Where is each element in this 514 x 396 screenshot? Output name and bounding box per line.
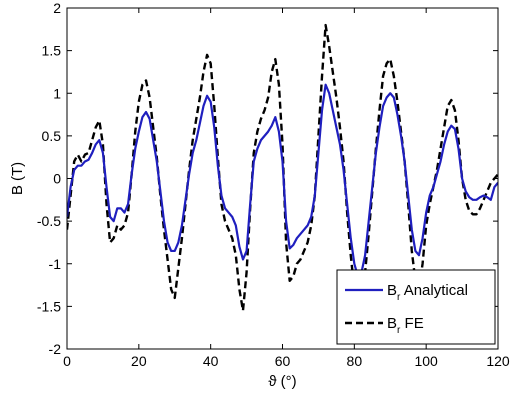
x-tick-label: 0 — [63, 353, 71, 369]
x-tick-label: 100 — [414, 353, 438, 369]
x-axis-label: ϑ (°) — [268, 373, 296, 390]
y-tick-label: 0.5 — [42, 128, 62, 144]
legend-box — [336, 269, 496, 345]
legend-label-subscript: r — [397, 292, 401, 303]
series-line-fe — [67, 23, 498, 312]
legend-label-rest: Analytical — [400, 282, 468, 299]
legend-label-analytical: Br Analytical — [387, 282, 468, 303]
ticks-layer: 0 20 40 60 80 100 120 -2 -1.5 -1 -0.5 0 0.5 1 1.5 2 — [37, 0, 510, 369]
legend-label-subscript: r — [397, 325, 401, 336]
series-layer — [67, 23, 498, 312]
legend-label-main: B — [387, 282, 397, 299]
y-tick-label: 2 — [53, 0, 61, 16]
legend-label-fe: Br FE — [387, 315, 424, 336]
legend-label-rest: FE — [400, 315, 423, 332]
y-tick-label: -0.5 — [37, 213, 61, 229]
legend-label-main: B — [387, 315, 397, 332]
series-line-analytical — [67, 83, 498, 278]
x-tick-label: 120 — [486, 353, 510, 369]
y-axis-label: B (T) — [9, 162, 26, 195]
x-tick-label: 40 — [203, 353, 219, 369]
y-tick-label: 1.5 — [42, 43, 62, 59]
y-tick-label: -1 — [49, 256, 62, 272]
y-tick-label: 0 — [53, 171, 61, 187]
y-tick-label: -1.5 — [37, 298, 61, 314]
x-tick-label: 20 — [131, 353, 147, 369]
x-tick-label: 60 — [275, 353, 291, 369]
x-tick-label: 80 — [347, 353, 363, 369]
y-tick-label: 1 — [53, 85, 61, 101]
y-tick-label: -2 — [49, 341, 62, 357]
